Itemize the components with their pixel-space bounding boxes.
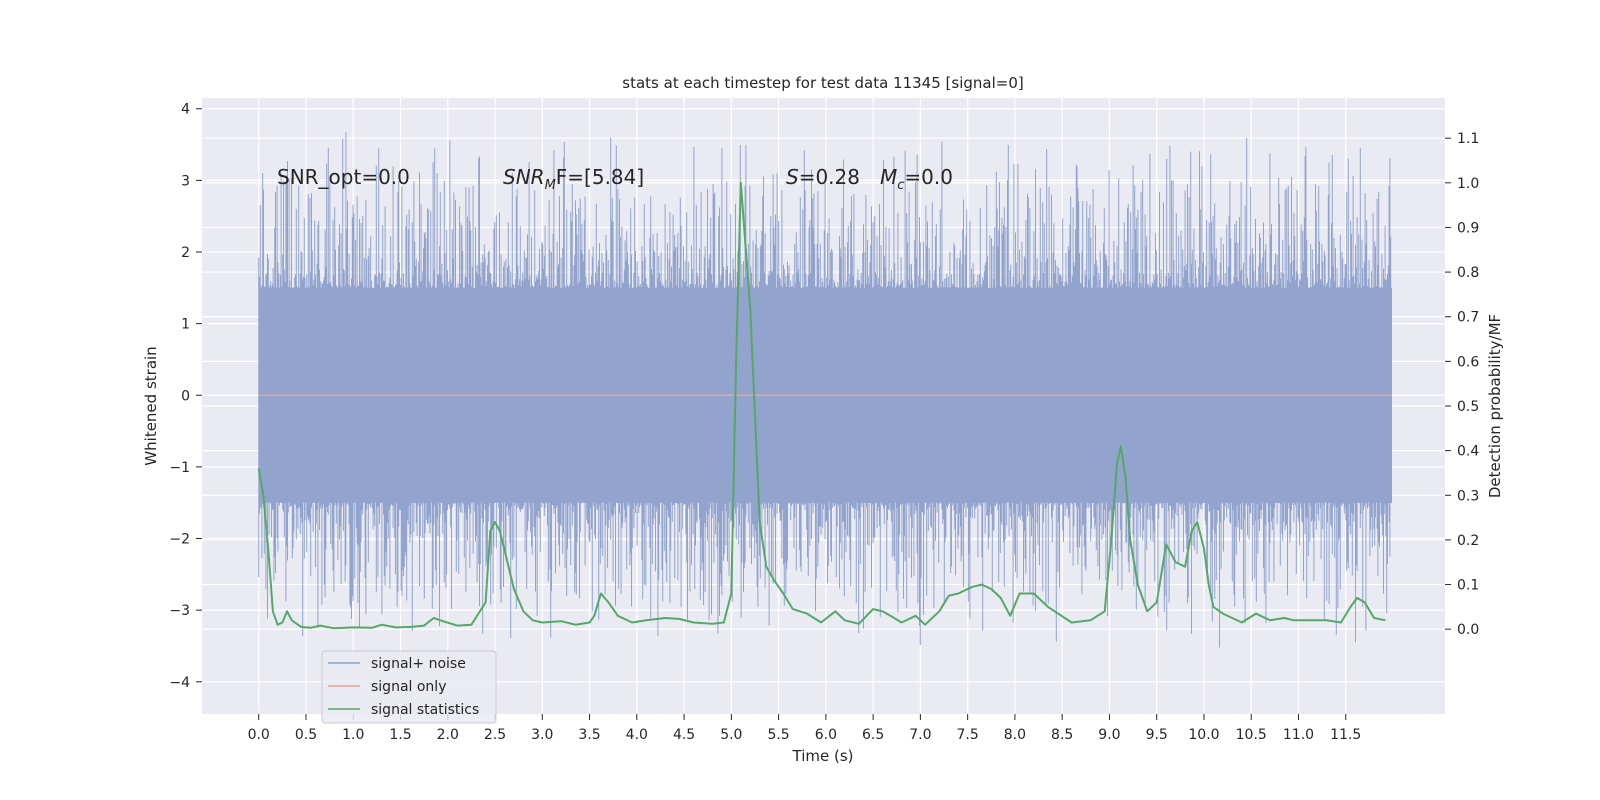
y2-tick-label: 1.0	[1457, 176, 1479, 192]
y-tick-label: 2	[181, 245, 190, 261]
x-tick-label: 2.5	[484, 727, 506, 743]
annotation-snr-mf-rest: F=[5.84]	[556, 165, 644, 189]
legend: signal+ noise signal only signal statist…	[321, 650, 497, 724]
x-tick-label: 11.5	[1330, 727, 1361, 743]
y2-tick-label: 0.2	[1457, 533, 1479, 549]
x-tick-label: 9.5	[1146, 727, 1168, 743]
x-tick-label: 1.5	[389, 727, 411, 743]
y-axis-label: Whitened strain	[142, 346, 160, 465]
y2-tick-label: 0.4	[1457, 444, 1479, 460]
y2-tick-label: 0.7	[1457, 310, 1479, 326]
x-tick-label: 2.0	[437, 727, 459, 743]
y2-tick-label: 0.0	[1457, 622, 1479, 638]
legend-label-signal-statistics: signal statistics	[371, 702, 479, 718]
annotation-mc: Mc=0.0	[880, 165, 953, 193]
annotation-snr-opt: SNR_opt=0.0	[277, 165, 410, 189]
y-tick-label: −4	[169, 675, 190, 691]
y-axis-ticks: −4 −3 −2 −1 0 1 2 3 4	[169, 102, 202, 691]
x-tick-label: 1.0	[342, 727, 364, 743]
annotation-mc-sub: c	[897, 178, 904, 193]
x-tick-label: 8.0	[1004, 727, 1026, 743]
annotation-snr-mf: SNRMF=[5.84]	[503, 165, 644, 193]
x-tick-label: 6.5	[862, 727, 884, 743]
annotation-s-label: S	[786, 165, 799, 189]
y2-tick-label: 0.8	[1457, 265, 1479, 281]
x-axis-label: Time (s)	[792, 747, 854, 765]
x-tick-label: 4.0	[626, 727, 648, 743]
y-tick-label: 0	[181, 388, 190, 404]
x-axis-ticks: 0.0 0.5 1.0 1.5 2.0 2.5 3.0 3.5 4.0 4.5 5.0 5.5 6.0 6…	[248, 714, 1361, 743]
legend-label-signal-noise: signal+ noise	[371, 656, 466, 672]
x-tick-label: 5.0	[720, 727, 742, 743]
chart-title: stats at each timestep for test data 113…	[622, 74, 1023, 92]
x-tick-label: 0.0	[248, 727, 270, 743]
y2-tick-label: 0.5	[1457, 399, 1479, 415]
y-tick-label: 3	[181, 173, 190, 189]
annotation-snr-mf-main: SNR	[503, 165, 545, 189]
y-tick-label: 4	[181, 102, 190, 118]
signal-statistics-line	[257, 181, 1386, 630]
x-tick-label: 5.5	[767, 727, 789, 743]
annotation-snr-mf-sub: M	[545, 178, 556, 193]
y2-tick-label: 0.1	[1457, 578, 1479, 594]
annotation-mc-value: =0.0	[904, 165, 953, 189]
legend-label-signal-only: signal only	[371, 679, 446, 695]
annotation-s: S=0.28	[786, 165, 860, 189]
x-tick-label: 4.5	[673, 727, 695, 743]
x-tick-label: 7.5	[957, 727, 979, 743]
y2-axis-label: Detection probability/MF	[1486, 314, 1504, 498]
annotation-s-value: =0.28	[799, 165, 860, 189]
x-tick-label: 6.0	[815, 727, 837, 743]
y2-tick-label: 1.1	[1457, 131, 1479, 147]
y-tick-label: −3	[169, 603, 190, 619]
x-tick-label: 8.5	[1051, 727, 1073, 743]
y-tick-label: −1	[169, 460, 190, 476]
y2-axis-ticks: 0.0 0.1 0.2 0.3 0.4 0.5 0.6 0.7 0.8 0.9 1.0 1.1	[1445, 131, 1479, 638]
x-tick-label: 3.0	[531, 727, 553, 743]
y2-tick-label: 0.9	[1457, 220, 1479, 236]
signal-statistics-layer	[257, 181, 1386, 630]
y2-tick-label: 0.3	[1457, 488, 1479, 504]
x-tick-label: 7.0	[909, 727, 931, 743]
x-tick-label: 10.0	[1188, 727, 1219, 743]
x-tick-label: 3.5	[578, 727, 600, 743]
x-tick-label: 0.5	[295, 727, 317, 743]
y2-tick-label: 0.6	[1457, 354, 1479, 370]
y-tick-label: 1	[181, 317, 190, 333]
x-tick-label: 11.0	[1283, 727, 1314, 743]
x-tick-label: 10.5	[1236, 727, 1267, 743]
x-tick-label: 9.0	[1098, 727, 1120, 743]
y-tick-label: −2	[169, 532, 190, 548]
annotation-mc-main: M	[880, 165, 897, 189]
legend-box	[321, 650, 497, 724]
